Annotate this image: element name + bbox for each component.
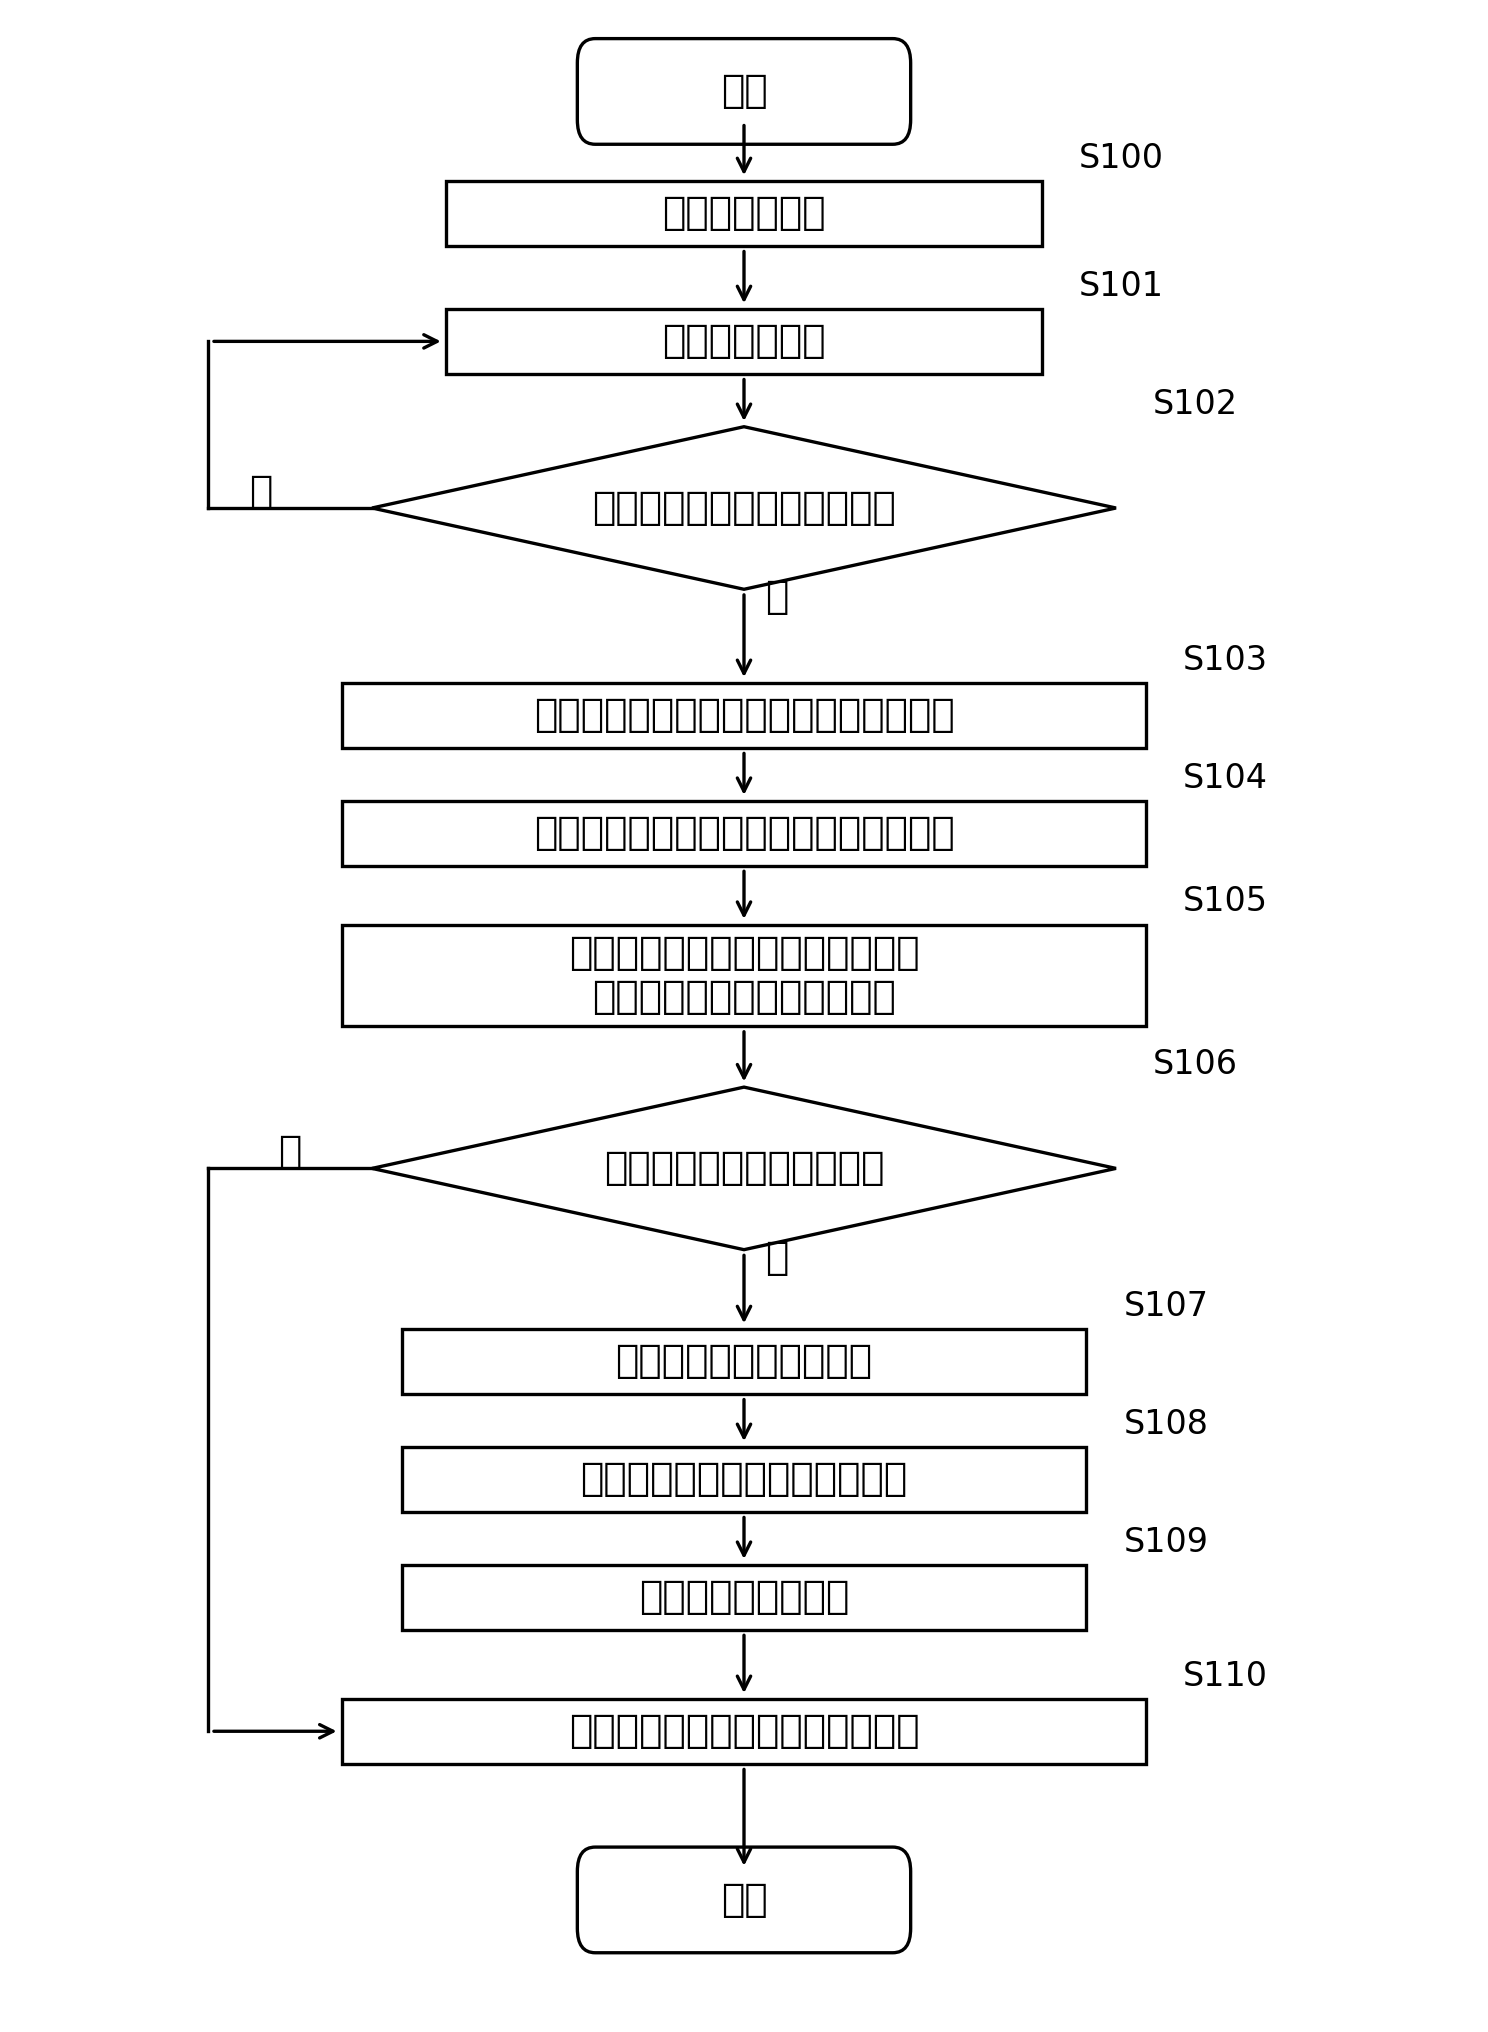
- Text: 开始: 开始: [720, 73, 768, 110]
- Text: S108: S108: [1123, 1408, 1208, 1441]
- FancyBboxPatch shape: [342, 801, 1146, 866]
- FancyBboxPatch shape: [342, 925, 1146, 1026]
- Text: 是: 是: [765, 579, 789, 616]
- FancyBboxPatch shape: [402, 1565, 1086, 1630]
- Text: 从拟合圆上选择一个切点: 从拟合圆上选择一个切点: [616, 1343, 872, 1380]
- FancyBboxPatch shape: [577, 39, 911, 144]
- Text: S109: S109: [1123, 1526, 1208, 1559]
- Polygon shape: [372, 1087, 1116, 1250]
- FancyBboxPatch shape: [402, 1329, 1086, 1394]
- Text: 否: 否: [248, 473, 272, 510]
- Text: 否: 否: [278, 1134, 302, 1170]
- Text: S104: S104: [1183, 762, 1268, 795]
- FancyBboxPatch shape: [342, 683, 1146, 748]
- FancyBboxPatch shape: [402, 1447, 1086, 1512]
- Text: 设置一个色阶条: 设置一个色阶条: [662, 195, 826, 232]
- Text: S100: S100: [1079, 142, 1164, 175]
- FancyBboxPatch shape: [446, 309, 1042, 374]
- FancyBboxPatch shape: [577, 1847, 911, 1953]
- Text: 计算点集中的每个点到上述拟合圆的距离: 计算点集中的每个点到上述拟合圆的距离: [534, 815, 954, 851]
- Text: 根据上述每个点到拟合圆的距离及
利用色阶条确定每个点的颜色: 根据上述每个点到拟合圆的距离及 利用色阶条确定每个点的颜色: [568, 935, 920, 1016]
- FancyBboxPatch shape: [342, 1699, 1146, 1764]
- Text: 绘制并输出图形化的圆度分析报告: 绘制并输出图形化的圆度分析报告: [568, 1713, 920, 1750]
- Text: S106: S106: [1153, 1049, 1238, 1081]
- Text: 汇入的点集可以组成一个圆？: 汇入的点集可以组成一个圆？: [592, 490, 896, 526]
- Text: S101: S101: [1079, 270, 1164, 303]
- Text: 需要将拟合圆及点集拉伸？: 需要将拟合圆及点集拉伸？: [604, 1150, 884, 1187]
- Text: 将拟合圆及点集拉伸: 将拟合圆及点集拉伸: [638, 1579, 850, 1615]
- Text: S105: S105: [1183, 886, 1268, 918]
- Text: 是: 是: [765, 1240, 789, 1276]
- FancyBboxPatch shape: [446, 181, 1042, 246]
- Text: S102: S102: [1153, 388, 1238, 421]
- Text: S103: S103: [1183, 644, 1268, 677]
- Text: 计算点集中每个点到切点的距离: 计算点集中每个点到切点的距离: [580, 1461, 908, 1498]
- Text: 利用最小二乘法将上述点集拟合成一个圆: 利用最小二乘法将上述点集拟合成一个圆: [534, 697, 954, 734]
- Text: S107: S107: [1123, 1290, 1208, 1323]
- Text: 接收汇入的点集: 接收汇入的点集: [662, 323, 826, 360]
- Text: 结束: 结束: [720, 1882, 768, 1918]
- Text: S110: S110: [1183, 1660, 1268, 1693]
- Polygon shape: [372, 427, 1116, 589]
